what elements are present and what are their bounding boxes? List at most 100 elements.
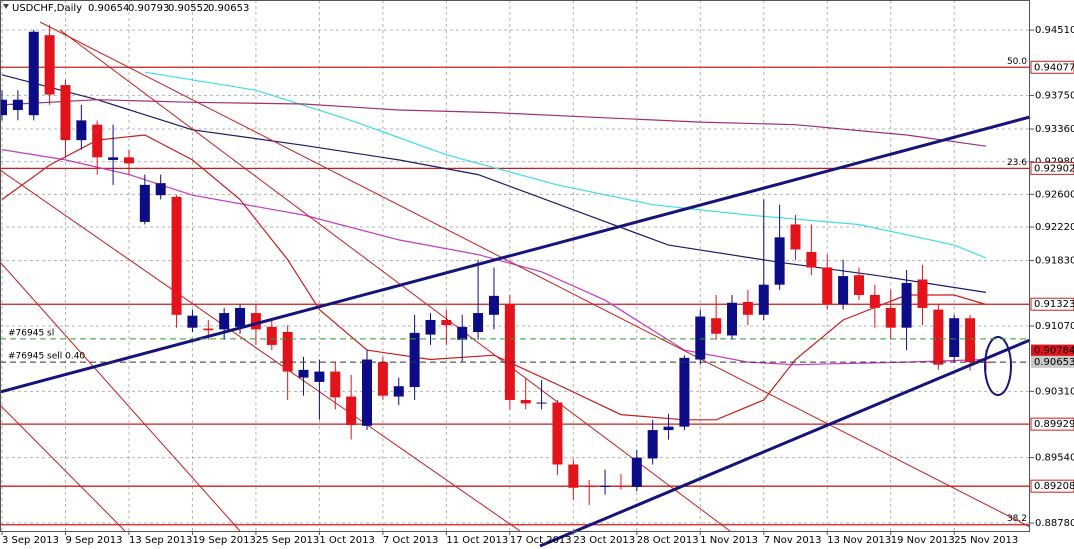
price-tag-box [1030,161,1074,175]
axis: 0.945100.937500.933600.929800.926000.922… [1,25,1074,546]
channel-line [39,21,1031,528]
candle-body [838,276,849,305]
moving-average [1,134,987,421]
moving-average [1,149,986,366]
candle-body [615,486,626,488]
candle-body [187,315,198,328]
candle-body [409,332,420,388]
candle-body [631,457,642,487]
candle-body [901,282,912,328]
candle-body [742,301,753,315]
symbol: USDCHF,Daily [12,3,82,14]
candle-body [711,318,722,334]
header-open: 0.90654 [88,3,129,14]
channel-lines [0,21,1031,532]
price-tag: 0.92902 [1034,163,1074,174]
candle-body [282,332,293,372]
candle-body [0,99,7,116]
candle-body [108,157,119,160]
candle-body [758,284,769,315]
candle-body [917,279,928,308]
header-close: 0.90653 [208,3,249,14]
candle-body [425,319,436,335]
price-tag: 0.90784 [1034,346,1074,357]
price-tag-box [1030,479,1074,493]
y-tick-label: 0.91070 [1035,321,1074,332]
levels: 50.0 23.6 38.2 [0,57,1030,526]
candle-body [584,486,595,488]
x-tick-label: 25 Nov 2013 [954,535,1018,546]
candle-body [727,302,738,336]
price-tag-box [1030,297,1074,311]
y-tick-label: 0.88780 [1035,518,1074,529]
x-tick-label: 17 Oct 2013 [510,535,572,546]
price-tag: 0.89208 [1034,481,1074,492]
channel-line [59,29,731,532]
price-tag: 0.90653 [1034,357,1074,368]
x-tick-label: 7 Oct 2013 [383,535,438,546]
candle-body [28,31,39,116]
candle-body [12,99,23,111]
price-tag: 0.89929 [1034,419,1074,430]
trend-line [539,338,1031,548]
y-tick-label: 0.89540 [1035,453,1074,464]
x-tick-label: 13 Nov 2013 [827,535,891,546]
candle-body [457,326,468,340]
price-tag: 0.94077 [1034,62,1074,73]
channel-line [0,404,126,532]
candle-body [60,85,71,141]
candle-body [853,275,864,296]
candle-body [504,304,515,400]
order-label: #76945 sell 0.40 [8,352,85,362]
candle-body [869,295,880,308]
x-tick-label: 9 Sep 2013 [65,535,122,546]
candle-body [679,357,690,427]
header-low: 0.90552 [168,3,209,14]
candle-body [790,224,801,250]
price-tag-box [1031,344,1074,357]
candle-body [552,402,563,465]
y-tick-label: 0.92220 [1035,222,1074,233]
candle-body [933,309,944,365]
x-tick-label: 25 Sep 2013 [256,535,319,546]
candle-body [774,237,785,285]
candle-body [393,386,404,397]
candle-body [76,120,87,141]
y-tick-label: 0.92600 [1035,189,1074,200]
plot-frame [0,0,1030,532]
candle-body [568,464,579,488]
candle-body [171,196,182,315]
candle-body [822,267,833,305]
x-tick-label: 3 Sep 2013 [2,535,59,546]
candle-body [600,486,611,488]
candle-body [298,369,309,378]
candle-body [155,183,166,196]
candle-body [806,251,817,268]
header: USDCHF,Daily 0.90654 0.90793 0.90552 0.9… [3,3,249,14]
candle-body [362,359,373,426]
x-tick-label: 23 Oct 2013 [573,535,635,546]
candles [0,24,991,505]
candle-body [250,313,261,330]
header-high: 0.90793 [128,3,169,14]
price-tag-box [1030,417,1074,431]
candle-body [536,402,547,404]
candle-body [266,326,277,345]
y-tick-label: 0.93750 [1035,90,1074,101]
candle-body [473,313,484,333]
moving-average [144,71,987,259]
fib-label: 50.0 [1007,57,1027,67]
y-tick-label: 0.94510 [1035,25,1074,36]
candle-body [123,157,134,164]
fib-label: 38.2 [1007,514,1027,524]
candle-body [441,319,452,326]
fib-label: 23.6 [1007,158,1027,168]
x-tick-label: 1 Nov 2013 [700,535,758,546]
x-tick-label: 13 Sep 2013 [129,535,192,546]
candle-body [330,371,341,398]
orders: #76945 sl #76945 sell 0.40 [0,328,1030,363]
y-tick-label: 0.93360 [1035,124,1074,135]
x-tick-label: 7 Nov 2013 [764,535,822,546]
